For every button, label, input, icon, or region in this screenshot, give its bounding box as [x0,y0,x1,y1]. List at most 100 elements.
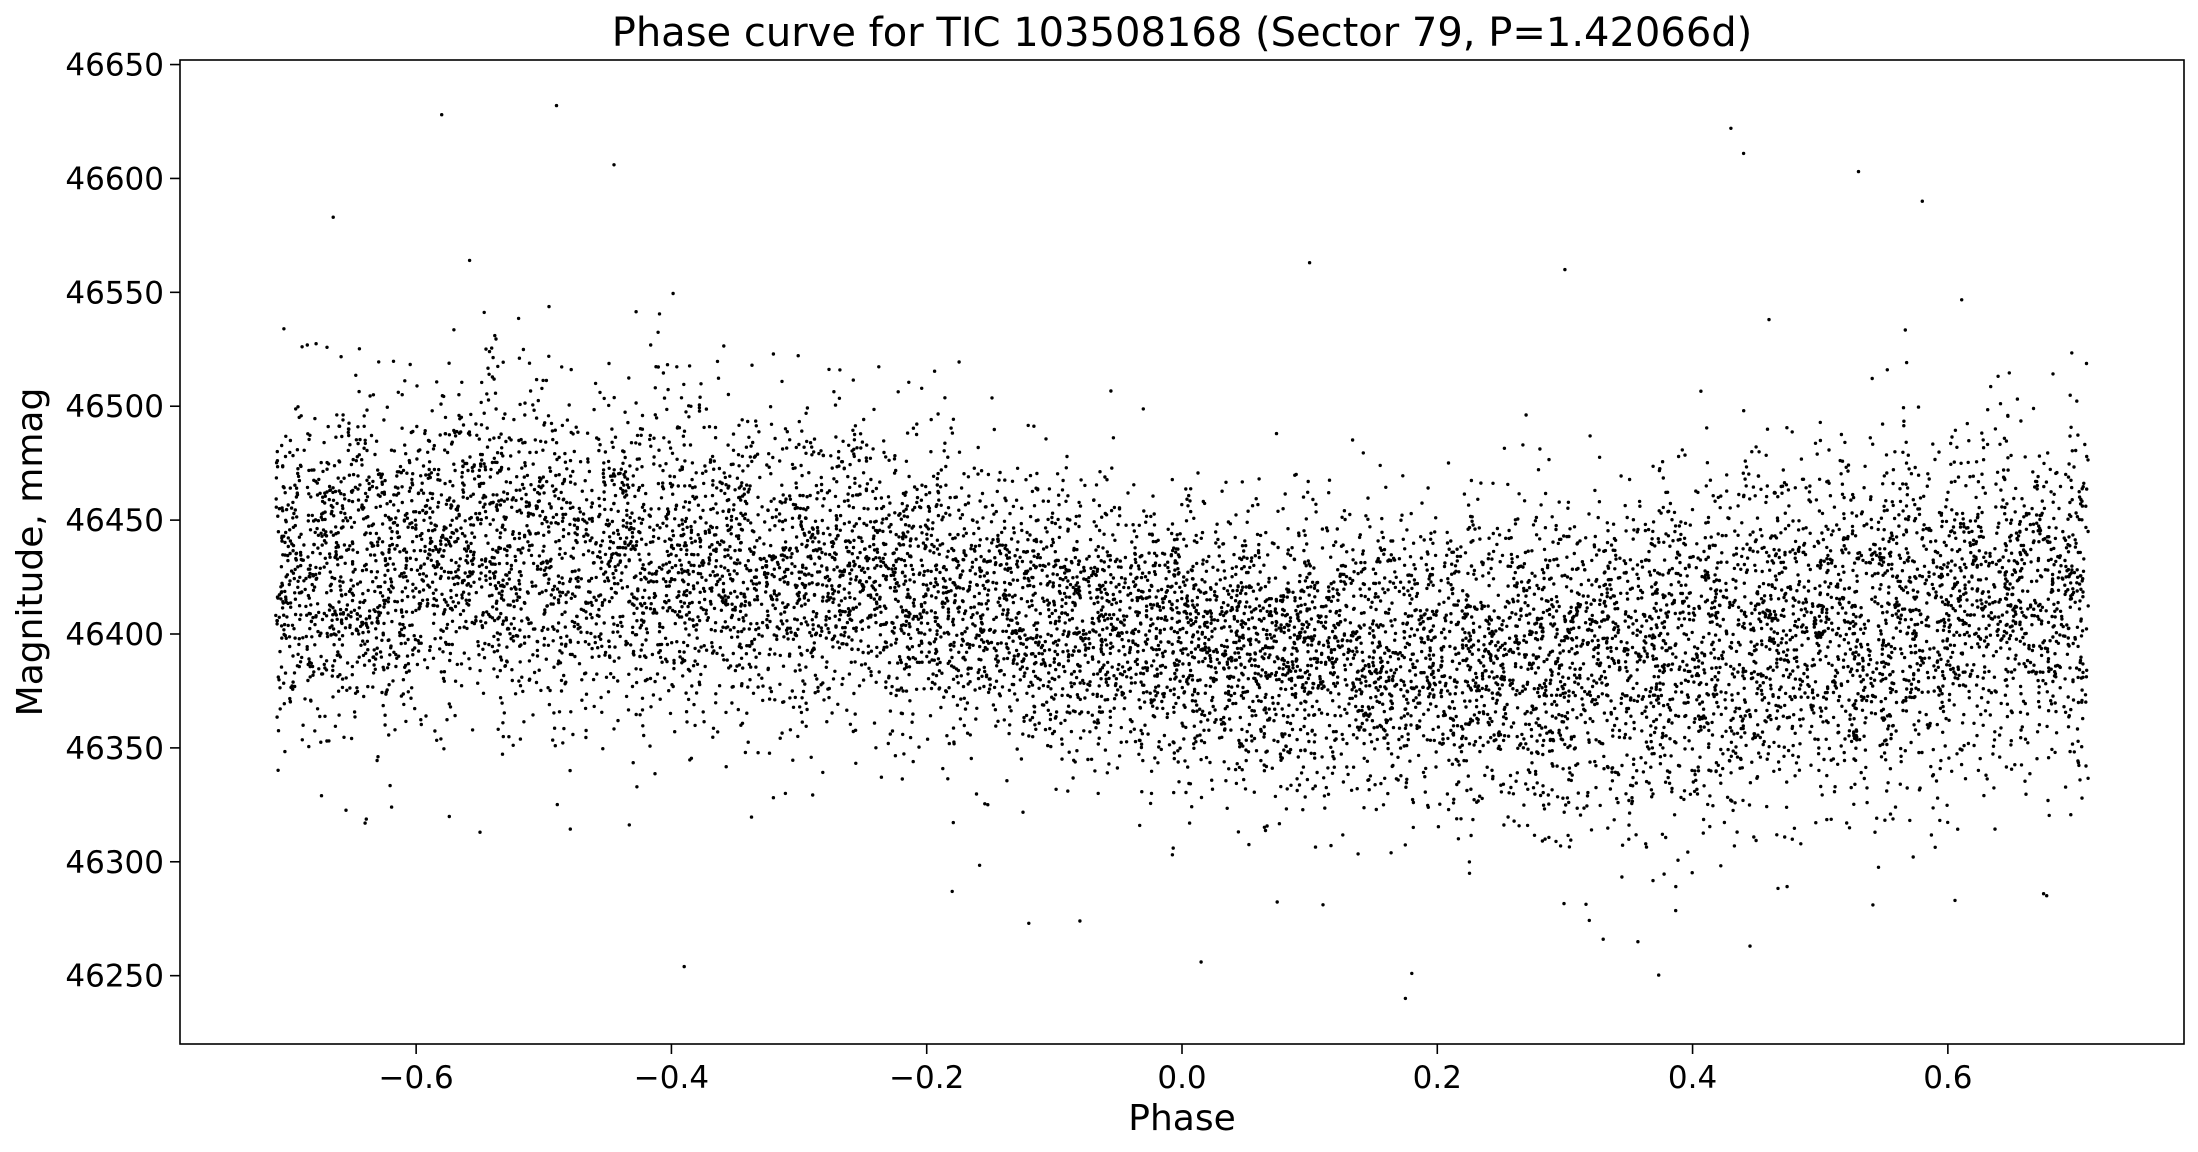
data-point [894,693,898,698]
data-point [1803,691,1807,695]
data-point [517,536,522,540]
data-point [1090,655,1095,659]
data-point [372,663,376,667]
data-point [1358,533,1363,537]
data-point [1218,612,1223,616]
data-point [361,592,365,596]
data-point [1710,720,1714,725]
data-point [364,568,369,572]
data-point [626,708,631,712]
data-point [1658,755,1663,759]
data-point [350,664,355,669]
data-point [1468,634,1473,638]
data-point [1534,533,1539,537]
data-point [960,513,965,517]
data-point [1547,835,1551,840]
data-point [741,666,745,670]
data-point [1494,629,1498,633]
data-point [545,479,549,484]
data-point [2020,558,2024,562]
data-point [687,610,691,615]
data-point [1006,608,1010,612]
data-point [455,662,459,667]
data-point [807,582,811,586]
data-point [1487,583,1491,588]
data-point [363,598,367,603]
data-point [1461,589,1465,593]
data-point [549,421,554,426]
data-point [1351,765,1356,769]
data-point [904,490,908,494]
data-point [1481,710,1486,714]
data-point [1054,787,1058,791]
data-point [827,630,831,635]
data-point [1137,698,1141,702]
data-point [1021,585,1025,590]
data-point [522,720,526,724]
data-point [1051,537,1055,542]
data-point [1891,636,1896,640]
data-point [1819,714,1823,719]
data-point [1221,542,1226,546]
data-point [1159,587,1164,592]
data-point [1360,650,1365,654]
data-point [391,359,396,363]
data-point [443,415,448,420]
data-point [450,504,454,508]
data-point [917,643,921,648]
data-point [1462,758,1466,763]
data-point [944,464,948,469]
data-point [1847,600,1851,605]
data-point [1452,797,1456,801]
data-point [1330,629,1335,634]
data-point [1819,563,1823,567]
data-point [1730,799,1734,803]
data-point [1612,723,1617,728]
data-point [1421,620,1425,624]
data-point [462,651,466,655]
data-point [1151,494,1155,498]
data-point [1136,588,1141,592]
data-point [1033,654,1038,659]
data-point [1348,696,1352,701]
data-point [322,565,326,569]
data-point [1573,693,1578,698]
data-point [1433,553,1438,558]
data-point [403,443,407,447]
data-point [1053,716,1058,720]
data-point [1428,702,1433,706]
data-point [775,594,779,598]
data-point [672,658,676,663]
data-point [1371,705,1375,710]
data-point [445,622,450,627]
data-point [1851,529,1855,533]
data-point [1657,973,1661,977]
data-point [2010,573,2015,577]
data-point [290,684,294,688]
data-point [375,570,380,574]
data-point [1343,668,1348,672]
data-point [1453,564,1458,568]
data-point [2024,513,2029,517]
data-point [1570,567,1575,571]
data-point [884,685,888,690]
data-point [1782,614,1786,618]
data-point [682,569,687,573]
data-point [458,417,462,421]
data-point [1250,504,1255,508]
data-point [1077,524,1081,529]
data-point [2081,595,2085,599]
data-point [854,626,858,630]
data-point [328,570,332,574]
data-point [1677,580,1681,584]
data-point [1419,556,1424,560]
data-point [1558,664,1562,668]
data-point [887,525,891,529]
data-point [660,485,665,489]
data-point [760,565,765,570]
data-point [1877,638,1881,642]
data-point [1109,389,1113,393]
data-point [1336,675,1340,679]
data-point [1306,650,1310,654]
data-point [537,591,542,596]
